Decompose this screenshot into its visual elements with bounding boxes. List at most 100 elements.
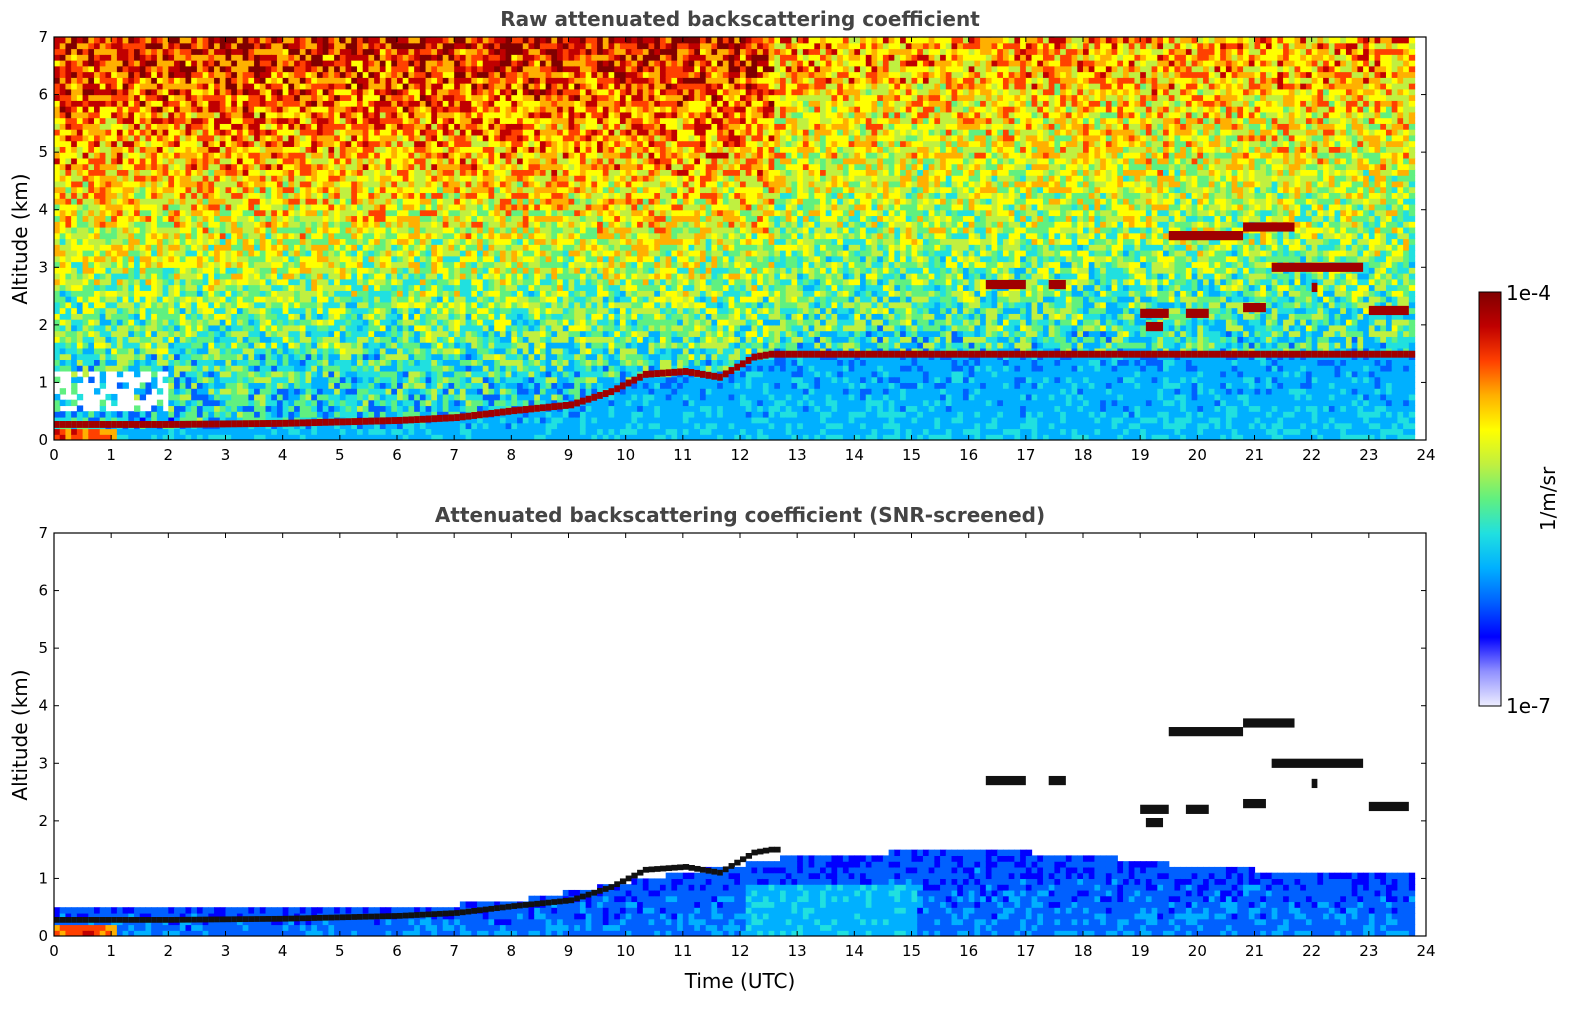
raw-cell [208,382,214,388]
raw-cell [277,285,283,291]
raw-cell [266,400,272,406]
raw-cell [368,123,374,129]
raw-cell [71,204,77,210]
raw-cell [191,187,197,193]
raw-cell [203,89,209,95]
raw-cell [163,342,169,348]
raw-cell [117,192,123,198]
raw-cell [117,227,123,233]
raw-cell [157,169,163,175]
raw-cell [151,296,157,302]
raw-cell [54,164,60,170]
raw-cell [306,428,312,434]
raw-cell [134,273,140,279]
raw-cell [380,60,386,66]
raw-cell [180,285,186,291]
raw-cell [283,43,289,49]
raw-cell [163,210,169,216]
raw-cell [123,95,129,101]
raw-cell [248,233,254,239]
raw-cell [157,106,163,112]
raw-cell [60,181,66,187]
raw-cell [403,365,409,371]
raw-cell [426,95,432,101]
raw-cell [288,43,294,49]
raw-cell [100,405,106,411]
raw-cell [380,405,386,411]
raw-cell [220,198,226,204]
raw-cell [203,135,209,141]
raw-cell [134,365,140,371]
raw-cell [408,187,414,193]
raw-cell [260,313,266,319]
raw-cell [277,66,283,72]
raw-cell [334,233,340,239]
raw-cell [408,348,414,354]
raw-cell [105,175,111,181]
raw-cell [243,313,249,319]
raw-cell [448,123,454,129]
raw-cell [426,175,432,181]
raw-cell [414,262,420,268]
raw-cell [300,313,306,319]
raw-cell [266,146,272,152]
raw-cell [454,221,460,227]
raw-cell [340,49,346,55]
raw-cell [157,118,163,124]
raw-cell [128,181,134,187]
raw-cell [288,141,294,147]
raw-cell [100,342,106,348]
raw-cell [408,394,414,400]
raw-cell [220,72,226,78]
raw-cell [420,423,426,429]
raw-cell [145,198,151,204]
raw-cell [311,279,317,285]
raw-cell [311,164,317,170]
raw-cell [311,204,317,210]
raw-cell [243,95,249,101]
raw-cell [271,141,277,147]
raw-cell [71,37,77,43]
raw-cell [266,43,272,49]
raw-cell [134,354,140,360]
raw-cell [88,296,94,302]
raw-cell [254,365,260,371]
raw-cell [346,256,352,262]
raw-cell [88,336,94,342]
raw-cell [431,175,437,181]
raw-cell [163,267,169,273]
raw-cell [311,354,317,360]
raw-cell [448,290,454,296]
raw-cell [317,227,323,233]
raw-cell [197,187,203,193]
raw-cell [123,192,129,198]
raw-cell [323,54,329,60]
raw-cell [414,210,420,216]
raw-cell [83,146,89,152]
raw-cell [83,308,89,314]
raw-cell [431,169,437,175]
raw-cell [54,342,60,348]
raw-cell [180,244,186,250]
raw-cell [283,141,289,147]
raw-cell [117,60,123,66]
raw-cell [117,348,123,354]
raw-cell [191,313,197,319]
raw-cell [277,129,283,135]
raw-cell [60,112,66,118]
raw-cell [163,175,169,181]
raw-cell [317,169,323,175]
raw-cell [248,77,254,83]
raw-cell [220,129,226,135]
raw-cell [408,302,414,308]
raw-cell [374,267,380,273]
raw-cell [94,336,100,342]
raw-cell [277,72,283,78]
raw-cell [174,66,180,72]
raw-cell [443,66,449,72]
raw-cell [340,388,346,394]
raw-cell [283,221,289,227]
raw-cell [374,169,380,175]
raw-cell [431,388,437,394]
raw-cell [380,256,386,262]
